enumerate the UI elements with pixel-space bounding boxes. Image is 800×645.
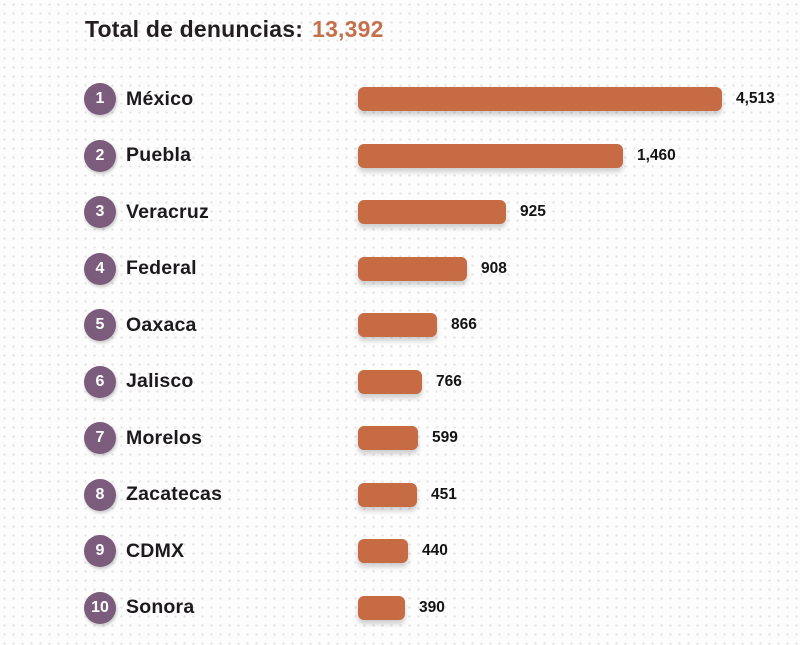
chart-row: 7 Morelos 599 — [84, 410, 800, 467]
value-label: 440 — [422, 542, 448, 560]
rank-badge: 2 — [84, 139, 116, 172]
state-label: Oaxaca — [126, 313, 197, 336]
state-label: CDMX — [126, 539, 185, 562]
chart-row: 1 México 4,513 — [84, 71, 800, 128]
state-label: Puebla — [126, 144, 192, 167]
state-label: México — [126, 87, 194, 110]
rank-badge: 8 — [84, 478, 116, 511]
chart-row: 6 Jalisco 766 — [84, 354, 800, 411]
state-label: Veracruz — [126, 200, 209, 223]
state-label: Jalisco — [126, 370, 194, 393]
value-label: 451 — [431, 485, 457, 503]
bar — [358, 539, 408, 564]
bar — [358, 595, 405, 620]
page-title: Total de denuncias: 13,392 — [85, 16, 384, 43]
value-label: 908 — [481, 259, 507, 277]
chart-row: 9 CDMX 440 — [84, 523, 800, 580]
value-label: 1,460 — [637, 146, 676, 164]
title-total-value: 13,392 — [312, 16, 384, 42]
bar-chart: 1 México 4,513 2 Puebla 1,460 3 Veracruz… — [84, 71, 800, 636]
bar — [358, 426, 418, 451]
value-label: 4,513 — [736, 90, 775, 108]
bar — [358, 482, 417, 507]
chart-row: 4 Federal 908 — [84, 241, 800, 298]
bar — [358, 143, 623, 168]
chart-row: 2 Puebla 1,460 — [84, 128, 800, 185]
bar — [358, 369, 422, 394]
rank-badge: 4 — [84, 252, 116, 285]
value-label: 925 — [520, 203, 546, 221]
rank-badge: 10 — [84, 591, 116, 624]
rank-badge: 7 — [84, 422, 116, 455]
value-label: 766 — [436, 372, 462, 390]
bar — [358, 87, 722, 112]
state-label: Zacatecas — [126, 483, 223, 506]
chart-row: 8 Zacatecas 451 — [84, 467, 800, 524]
state-label: Morelos — [126, 426, 203, 449]
title-label: Total de denuncias: — [85, 16, 304, 42]
value-label: 866 — [451, 316, 477, 334]
chart-row: 5 Oaxaca 866 — [84, 297, 800, 354]
chart-row: 3 Veracruz 925 — [84, 184, 800, 241]
rank-badge: 3 — [84, 196, 116, 229]
rank-badge: 1 — [84, 83, 116, 116]
value-label: 390 — [419, 598, 445, 616]
value-label: 599 — [432, 429, 458, 447]
chart-row: 10 Sonora 390 — [84, 580, 800, 637]
bar — [358, 200, 506, 225]
bar — [358, 313, 437, 338]
bar — [358, 256, 467, 281]
state-label: Federal — [126, 257, 197, 280]
rank-badge: 9 — [84, 535, 116, 568]
rank-badge: 6 — [84, 365, 116, 398]
rank-badge: 5 — [84, 309, 116, 342]
state-label: Sonora — [126, 596, 195, 619]
